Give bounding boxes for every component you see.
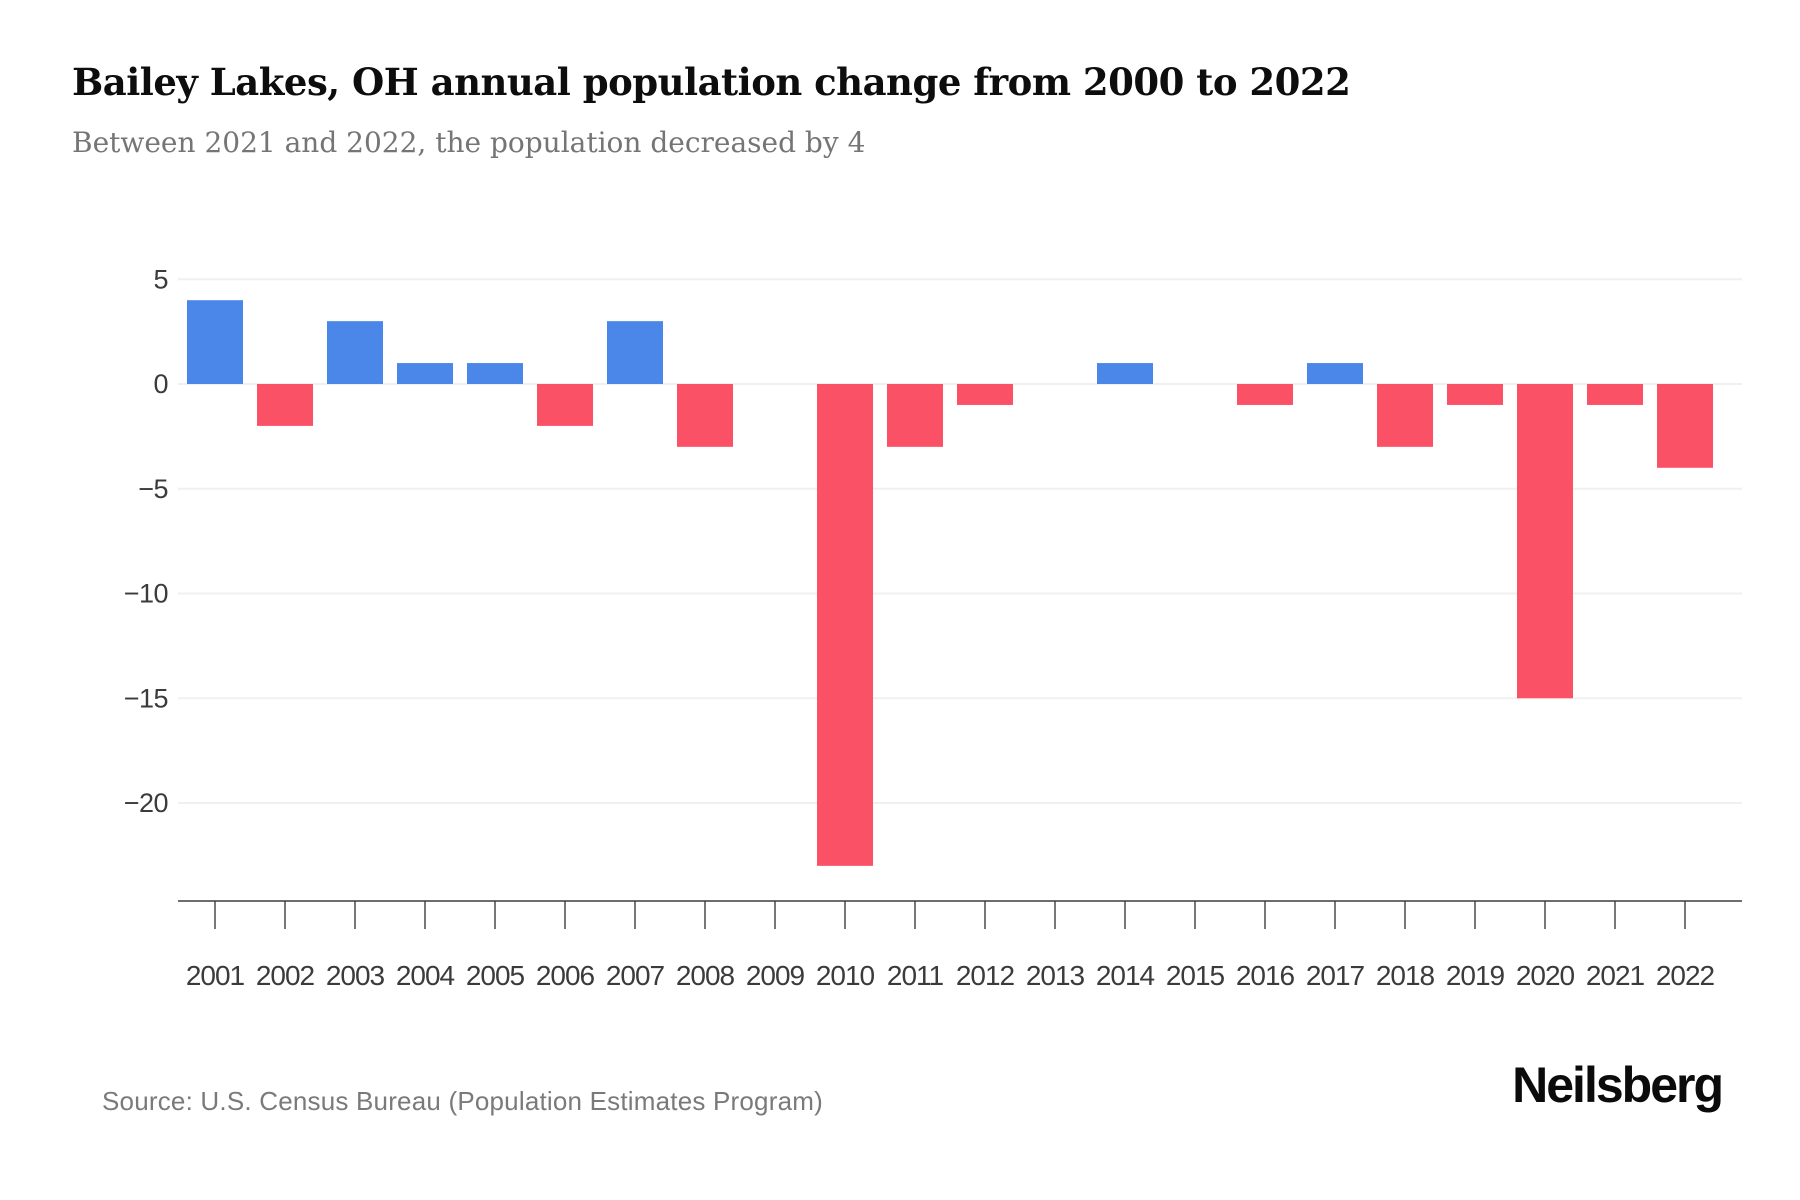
y-tick-label--10: −10 xyxy=(124,579,168,609)
bar-2008 xyxy=(677,384,733,447)
x-tick-label-2003: 2003 xyxy=(326,960,385,991)
bar-2006 xyxy=(537,384,593,426)
x-tick-label-2014: 2014 xyxy=(1096,960,1155,991)
y-tick-label--20: −20 xyxy=(124,788,168,818)
x-tick-label-2018: 2018 xyxy=(1376,960,1435,991)
x-tick-label-2002: 2002 xyxy=(256,960,315,991)
x-tick-label-2015: 2015 xyxy=(1166,960,1225,991)
bar-2022 xyxy=(1657,384,1713,468)
bar-2019 xyxy=(1447,384,1503,405)
bar-2004 xyxy=(397,363,453,384)
bar-2007 xyxy=(607,321,663,384)
bar-2021 xyxy=(1587,384,1643,405)
x-axis-labels: 2001 2002 2003 2004 2005 2006 2007 2008 2009 2010… xyxy=(186,960,1716,991)
x-tick-label-2016: 2016 xyxy=(1236,960,1295,991)
bar-2003 xyxy=(327,321,383,384)
x-axis xyxy=(178,900,1742,929)
y-axis-labels: 5 0 −5 −10 −15 −20 xyxy=(124,264,169,818)
neilsberg-logo[interactable]: Neilsberg xyxy=(1512,1057,1724,1113)
source-note: Source: U.S. Census Bureau (Population E… xyxy=(102,1086,823,1116)
y-tick-label--15: −15 xyxy=(124,683,168,713)
bars xyxy=(187,300,1713,866)
bar-2002 xyxy=(257,384,313,426)
x-tick-label-2008: 2008 xyxy=(676,960,735,991)
bar-2001 xyxy=(187,300,243,384)
x-tick-label-2005: 2005 xyxy=(466,960,525,991)
x-tick-label-2022: 2022 xyxy=(1656,960,1715,991)
x-tick-label-2001: 2001 xyxy=(186,960,245,991)
bar-2016 xyxy=(1237,384,1293,405)
x-tick-label-2019: 2019 xyxy=(1446,960,1505,991)
x-tick-label-2012: 2012 xyxy=(956,960,1015,991)
x-tick-label-2017: 2017 xyxy=(1306,960,1365,991)
bar-2014 xyxy=(1097,363,1153,384)
y-tick-label-5: 5 xyxy=(153,264,168,294)
x-tick-label-2009: 2009 xyxy=(746,960,805,991)
x-tick-label-2007: 2007 xyxy=(606,960,665,991)
bar-2018 xyxy=(1377,384,1433,447)
bar-2005 xyxy=(467,363,523,384)
x-tick-label-2004: 2004 xyxy=(396,960,455,991)
bar-2011 xyxy=(887,384,943,447)
x-tick-label-2011: 2011 xyxy=(887,960,944,991)
y-gridlines xyxy=(178,278,1742,804)
bar-2017 xyxy=(1307,363,1363,384)
x-tick-label-2021: 2021 xyxy=(1586,960,1645,991)
page-subtitle: Between 2021 and 2022, the population de… xyxy=(72,126,866,159)
y-tick-label-0: 0 xyxy=(153,369,168,399)
x-tick-label-2010: 2010 xyxy=(816,960,875,991)
bar-2010 xyxy=(817,384,873,866)
bar-2012 xyxy=(957,384,1013,405)
x-tick-label-2020: 2020 xyxy=(1516,960,1575,991)
x-tick-label-2013: 2013 xyxy=(1026,960,1085,991)
x-tick-label-2006: 2006 xyxy=(536,960,595,991)
bar-2020 xyxy=(1517,384,1573,699)
page-title: Bailey Lakes, OH annual population chang… xyxy=(72,60,1351,104)
y-tick-label--5: −5 xyxy=(138,474,168,504)
